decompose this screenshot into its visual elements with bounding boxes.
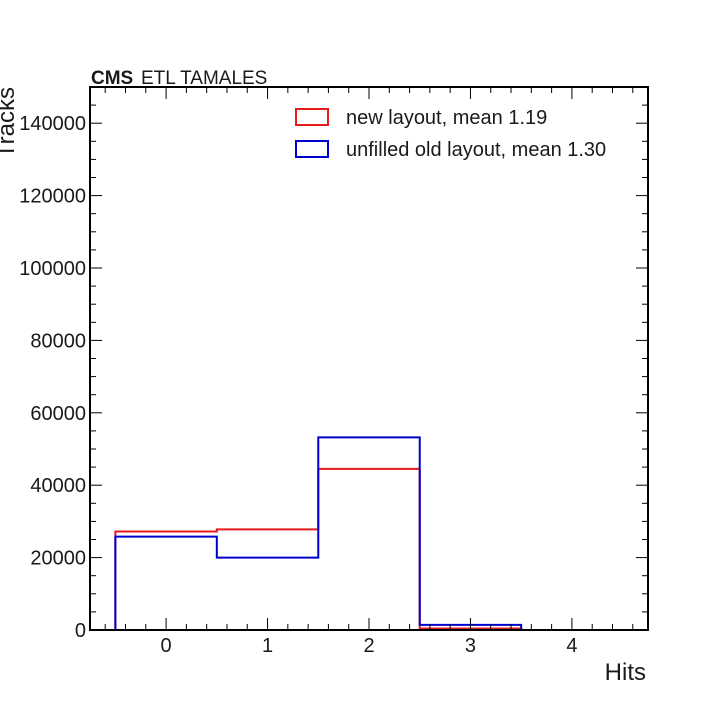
x-tick-label: 0 [161, 635, 172, 657]
y-axis-title: Tracks [0, 87, 20, 158]
legend-label-old-layout: unfilled old layout, mean 1.30 [346, 139, 606, 161]
x-axis-title: Hits [605, 659, 646, 686]
series-layer [115, 437, 622, 630]
legend: new layout, mean 1.19 unfilled old layou… [296, 107, 606, 161]
extra-label: ETL TAMALES [141, 68, 267, 89]
y-tick-label: 140000 [19, 113, 86, 135]
y-tick-label: 40000 [30, 475, 86, 497]
plot-frame [90, 87, 648, 630]
ticks-layer: 0 1 2 3 4 0 20000 40000 60000 80000 100000 120000 14… [19, 87, 648, 657]
series-step-1 [115, 437, 622, 630]
y-tick-label: 120000 [19, 186, 86, 208]
x-tick-label: 1 [262, 635, 273, 657]
y-tick-label: 100000 [19, 258, 86, 280]
y-tick-label: 20000 [30, 548, 86, 570]
experiment-label: CMS [91, 68, 133, 89]
legend-label-new-layout: new layout, mean 1.19 [346, 107, 547, 129]
series-step-0 [115, 469, 622, 630]
legend-swatch-old-layout [296, 141, 328, 157]
y-tick-label: 60000 [30, 403, 86, 425]
y-tick-label: 0 [75, 620, 86, 642]
x-tick-label: 3 [465, 635, 476, 657]
x-tick-label: 2 [363, 635, 374, 657]
y-tick-label: 80000 [30, 330, 86, 352]
legend-swatch-new-layout [296, 109, 328, 125]
x-tick-label: 4 [566, 635, 577, 657]
